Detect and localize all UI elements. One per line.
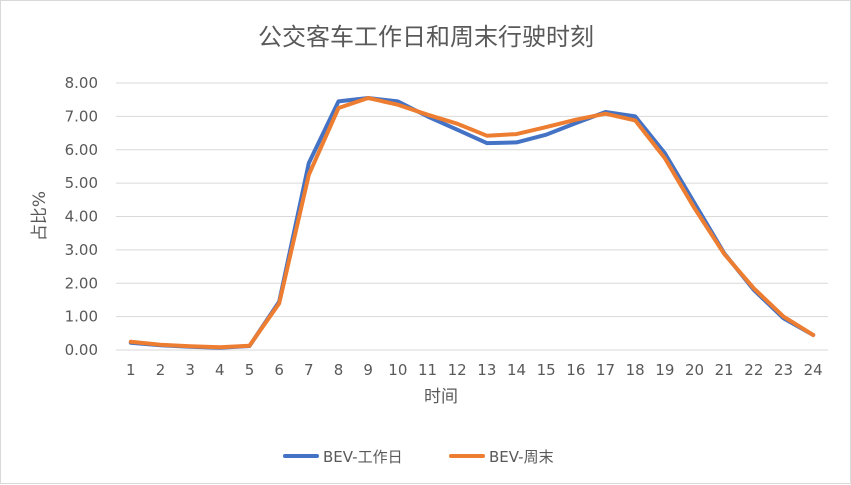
x-tick-label: 9 [363,361,373,379]
x-tick-label: 2 [156,361,166,379]
x-tick-label: 11 [418,361,437,379]
x-tick-label: 4 [215,361,225,379]
x-tick-label: 7 [304,361,314,379]
legend: BEV-工作日 BEV-周末 [283,448,554,466]
x-tick-label: 13 [477,361,496,379]
x-tick-label: 20 [685,361,704,379]
y-tick-label: 0.00 [65,341,98,359]
y-tick-label: 2.00 [65,274,98,292]
chart-title: 公交客车工作日和周末行驶时刻 [258,23,594,51]
x-tick-label: 12 [448,361,467,379]
x-tick-label: 10 [388,361,407,379]
x-tick-label: 5 [245,361,255,379]
x-tick-label: 14 [507,361,526,379]
x-tick-label: 19 [655,361,674,379]
y-tick-label: 6.00 [65,141,98,159]
x-tick-label: 6 [274,361,284,379]
x-tick-label: 8 [334,361,344,379]
x-tick-label: 21 [715,361,734,379]
series-lines [128,96,816,350]
x-tick-label: 18 [626,361,645,379]
x-tick-label: 24 [804,361,823,379]
series-line-2 [128,96,816,350]
x-tick-label: 17 [596,361,615,379]
x-tick-label: 1 [126,361,136,379]
x-tick-label: 23 [774,361,793,379]
x-axis-ticks: 1 2 3 4 5 6 7 8 9 10 11 12 13 14 15 16 17 18 19 20 21 22 23 24 [126,361,823,379]
y-axis-title: 占比% [30,191,50,241]
y-tick-label: 8.00 [65,74,98,92]
legend-label-2: BEV-周末 [489,448,554,466]
y-tick-label: 4.00 [65,208,98,226]
x-axis-title: 时间 [424,387,458,407]
x-tick-label: 22 [744,361,763,379]
y-axis-ticks: 0.00 1.00 2.00 3.00 4.00 5.00 6.00 7.00 8.00 [65,74,98,359]
x-tick-label: 16 [566,361,585,379]
legend-label-1: BEV-工作日 [323,448,403,466]
y-tick-label: 7.00 [65,107,98,125]
gridlines [116,82,828,351]
series-line-1 [128,96,816,350]
x-tick-label: 3 [185,361,195,379]
y-tick-label: 5.00 [65,174,98,192]
x-tick-label: 15 [537,361,556,379]
y-tick-label: 1.00 [65,308,98,326]
y-tick-label: 3.00 [65,241,98,259]
